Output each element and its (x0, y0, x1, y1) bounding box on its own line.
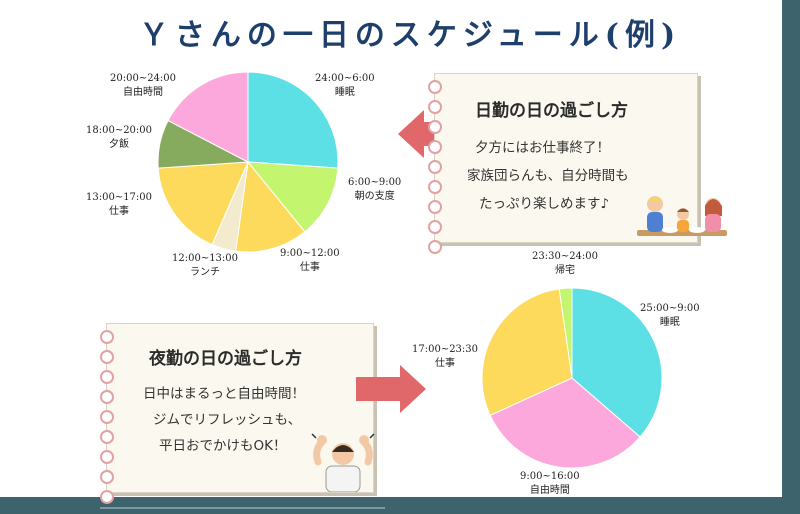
family-dinner-illustration-icon (637, 196, 727, 236)
night-note-line-3: 平日おでかけもOK！ (159, 438, 287, 454)
pie1-slice-2 (235, 160, 306, 253)
day-note-line-3: たっぷり楽しめます♪ (479, 196, 610, 212)
pie1-label-dinner: 18:00~20:00 夕飯 (86, 125, 153, 150)
page-title: Ｙさんの一日のスケジュール(例) (138, 18, 682, 53)
pie2-label-work: 17:00~23:30 仕事 (412, 344, 479, 369)
bottom-divider (100, 507, 385, 509)
pie2-slice-3 (558, 287, 573, 379)
pie1-slice-0 (247, 71, 339, 169)
pie1-label-free: 20:00~24:00 自由時間 (110, 73, 177, 98)
pie1-slice-6 (167, 71, 249, 163)
night-shift-pie-chart (481, 287, 663, 469)
pie2-label-free: 9:00~16:00 自由時間 (520, 471, 580, 496)
pie1-slice-1 (246, 161, 339, 233)
man-flexing-illustration-icon (311, 433, 375, 492)
night-note-line-2: ジムでリフレッシュも、 (153, 412, 302, 428)
pie2-slice-1 (489, 377, 641, 469)
night-shift-note: 夜勤の日の過ごし方 日中はまるっと自由時間！ ジムでリフレッシュも、 平日おでか… (100, 323, 374, 504)
pie1-label-sleep: 24:00~6:00 睡眠 (315, 73, 375, 98)
pie1-label-lunch: 12:00~13:00 ランチ (172, 253, 239, 278)
pie2-label-sleep: 25:00~9:00 睡眠 (640, 303, 700, 328)
pie1-label-morning: 6:00~9:00 朝の支度 (348, 177, 402, 202)
notebook-rings-icon (100, 330, 114, 510)
pie1-label-work-am: 9:00~12:00 仕事 (280, 248, 340, 273)
day-note-line-1: 夕方にはお仕事終了！ (475, 140, 610, 156)
arrow-right-icon (356, 365, 426, 413)
pie2-slice-2 (481, 288, 573, 417)
schedule-panel: Ｙさんの一日のスケジュール(例) 24:00~6:00 睡眠 6:00~9:00 朝… (0, 0, 782, 504)
pie2-slice-0 (571, 287, 663, 438)
notebook-rings-icon (428, 80, 442, 260)
day-note-title: 日勤の日の過ごし方 (475, 101, 628, 121)
day-shift-pie-chart (157, 71, 339, 253)
pie2-label-home: 23:30~24:00 帰宅 (532, 251, 599, 276)
pie1-label-work-pm: 13:00~17:00 仕事 (86, 192, 153, 217)
pie1-slice-4 (157, 161, 249, 246)
night-note-title: 夜勤の日の過ごし方 (149, 349, 302, 369)
day-note-line-2: 家族団らんも、自分時間も (467, 168, 629, 184)
night-note-line-1: 日中はまるっと自由時間！ (143, 386, 305, 402)
